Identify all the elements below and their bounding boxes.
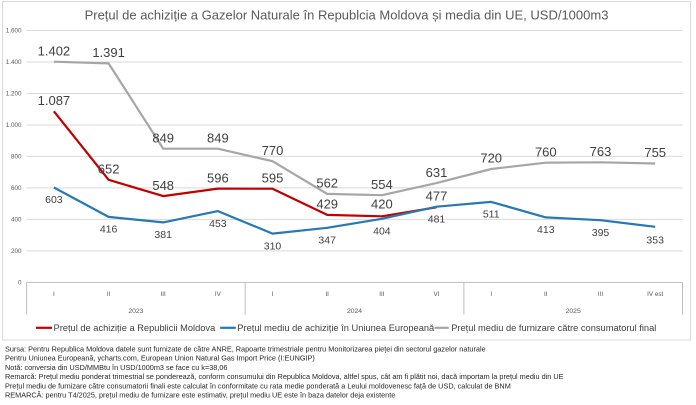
- svg-text:548: 548: [152, 178, 174, 193]
- svg-text:Remarcă: Prețul mediu ponderat: Remarcă: Prețul mediu ponderat trimestri…: [5, 372, 564, 381]
- svg-text:IV: IV: [215, 291, 222, 298]
- svg-text:REMARCĂ: pentru T4/2025, prețu: REMARCĂ: pentru T4/2025, prețul mediu de…: [5, 391, 395, 400]
- svg-text:763: 763: [590, 144, 612, 159]
- svg-text:720: 720: [480, 151, 502, 166]
- svg-text:2023: 2023: [128, 308, 143, 315]
- svg-text:416: 416: [100, 224, 118, 236]
- svg-text:Pentru Uniunea Europeană, ycha: Pentru Uniunea Europeană, ycharts.com, E…: [5, 354, 315, 363]
- svg-text:II: II: [107, 291, 111, 298]
- svg-text:562: 562: [316, 176, 338, 191]
- svg-text:760: 760: [535, 144, 557, 159]
- svg-text:755: 755: [644, 145, 666, 160]
- svg-text:2025: 2025: [566, 308, 581, 315]
- svg-text:770: 770: [262, 143, 284, 158]
- svg-text:849: 849: [152, 130, 174, 145]
- svg-text:I: I: [272, 291, 274, 298]
- svg-text:429: 429: [316, 197, 338, 212]
- svg-text:481: 481: [428, 213, 446, 225]
- svg-text:849: 849: [207, 130, 229, 145]
- svg-text:II: II: [544, 291, 548, 298]
- svg-text:Sursa: Pentru Republica Moldov: Sursa: Pentru Republica Moldova datele s…: [5, 344, 486, 353]
- svg-text:631: 631: [426, 165, 448, 180]
- svg-text:Prețul mediu de furnizare cătr: Prețul mediu de furnizare către consumat…: [5, 382, 511, 391]
- svg-text:Prețul mediu de achiziție în U: Prețul mediu de achiziție în Uniunea Eur…: [237, 323, 435, 333]
- svg-text:Notă: conversia din USD/MMBtu: Notă: conversia din USD/MMBtu în USD/100…: [5, 363, 227, 372]
- svg-text:I: I: [490, 291, 492, 298]
- svg-text:1.087: 1.087: [38, 93, 71, 108]
- svg-text:404: 404: [373, 226, 391, 238]
- svg-text:III: III: [598, 291, 603, 298]
- svg-text:347: 347: [318, 235, 336, 247]
- svg-text:1.402: 1.402: [38, 43, 71, 58]
- svg-text:II: II: [325, 291, 329, 298]
- svg-text:Prețul de achiziție a Gazelor: Prețul de achiziție a Gazelor Naturale î…: [85, 8, 609, 23]
- svg-text:IV est: IV est: [647, 291, 663, 298]
- svg-text:603: 603: [45, 194, 63, 206]
- svg-text:III: III: [379, 291, 384, 298]
- svg-text:381: 381: [154, 229, 172, 241]
- svg-text:477: 477: [426, 189, 448, 204]
- svg-text:1.200: 1.200: [6, 91, 22, 98]
- svg-text:Prețul mediu de furnizare cătr: Prețul mediu de furnizare către consumat…: [451, 323, 656, 333]
- svg-text:800: 800: [11, 154, 22, 161]
- svg-text:310: 310: [264, 240, 282, 252]
- svg-text:400: 400: [11, 217, 22, 224]
- svg-text:1.400: 1.400: [6, 59, 22, 66]
- svg-text:0: 0: [18, 280, 22, 287]
- svg-text:1.000: 1.000: [6, 122, 22, 129]
- svg-text:652: 652: [98, 162, 120, 177]
- svg-text:600: 600: [11, 185, 22, 192]
- svg-text:1.600: 1.600: [6, 28, 22, 35]
- svg-text:596: 596: [207, 170, 229, 185]
- svg-text:453: 453: [209, 218, 227, 230]
- svg-text:413: 413: [537, 224, 555, 236]
- svg-text:595: 595: [262, 170, 284, 185]
- svg-text:200: 200: [11, 248, 22, 255]
- svg-text:554: 554: [371, 177, 393, 192]
- svg-text:VI: VI: [434, 291, 440, 298]
- svg-text:420: 420: [371, 197, 393, 212]
- svg-text:511: 511: [483, 209, 500, 221]
- svg-text:1.391: 1.391: [92, 45, 125, 60]
- svg-text:Prețul de achiziție a Republic: Prețul de achiziție a Republicii Moldova: [54, 323, 217, 333]
- svg-text:395: 395: [592, 227, 610, 239]
- svg-text:2024: 2024: [347, 308, 362, 315]
- svg-text:I: I: [53, 291, 55, 298]
- svg-text:III: III: [161, 291, 166, 298]
- svg-text:353: 353: [646, 235, 664, 247]
